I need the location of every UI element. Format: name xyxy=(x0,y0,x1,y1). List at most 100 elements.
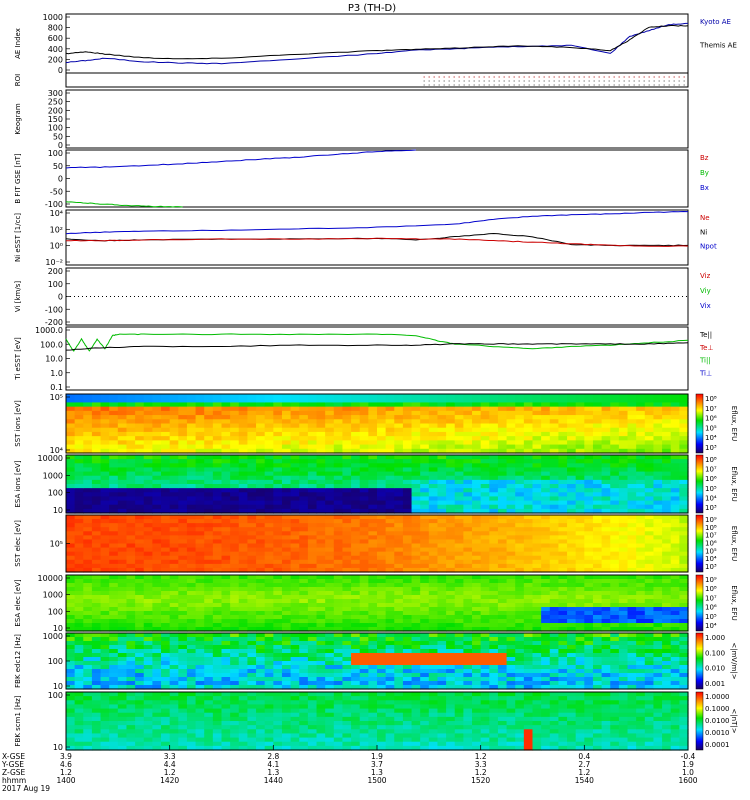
spec-cell xyxy=(515,508,525,514)
spec-cell xyxy=(532,579,542,584)
spec-cell xyxy=(428,475,439,481)
spec-cell xyxy=(212,504,223,510)
spec-cell xyxy=(506,649,516,654)
spec-cell xyxy=(428,547,439,553)
spec-cell xyxy=(316,591,326,596)
spec-cell xyxy=(169,649,179,654)
spec-cell xyxy=(238,575,249,580)
spec-cell xyxy=(281,559,292,565)
spec-cell xyxy=(195,444,205,450)
spec-cell xyxy=(567,543,577,549)
spec-cell xyxy=(290,504,300,510)
spec-cell xyxy=(273,394,283,399)
spec-cell xyxy=(472,595,482,600)
spec-cell xyxy=(66,677,76,682)
spec-cell xyxy=(575,471,585,477)
spec-cell xyxy=(100,673,110,678)
spec-cell xyxy=(143,633,153,638)
spec-cell xyxy=(541,535,551,541)
spec-cell xyxy=(549,475,560,481)
spec-cell xyxy=(454,440,464,446)
spec-cell xyxy=(515,455,525,460)
spec-cell xyxy=(558,555,568,561)
spec-cell xyxy=(463,583,473,588)
spec-cell xyxy=(610,515,620,520)
spec-cell xyxy=(256,551,266,557)
spec-cell xyxy=(186,649,197,654)
spec-cell xyxy=(394,448,404,454)
spec-cell xyxy=(670,463,680,469)
spec-cell xyxy=(290,615,300,620)
spec-cell xyxy=(221,665,231,670)
spec-cell xyxy=(463,649,473,654)
spec-cell xyxy=(186,398,197,404)
spec-cell xyxy=(515,555,525,561)
spec-cell xyxy=(230,467,240,473)
spec-cell xyxy=(333,563,344,569)
spec-cell xyxy=(679,527,689,532)
spec-cell xyxy=(333,471,344,477)
spec-cell xyxy=(472,455,482,460)
spec-cell xyxy=(221,440,231,446)
spec-cell xyxy=(463,406,473,412)
spec-cell xyxy=(385,539,395,545)
spec-cell xyxy=(472,515,482,520)
spec-cell xyxy=(117,410,128,416)
spec-cell xyxy=(273,547,283,553)
spec-cell xyxy=(230,455,240,460)
spec-cell xyxy=(359,500,369,506)
spec-cell xyxy=(83,492,93,498)
spec-cell xyxy=(230,427,240,433)
spec-cell xyxy=(558,459,568,464)
spec-cell xyxy=(100,500,110,506)
spec-cell xyxy=(359,440,369,446)
spec-cell xyxy=(523,484,534,489)
spec-cell xyxy=(627,398,637,404)
spec-cell xyxy=(575,394,585,399)
spec-cell xyxy=(446,637,456,642)
spec-cell xyxy=(66,402,76,408)
spec-cell xyxy=(385,406,395,412)
spec-cell xyxy=(212,551,223,557)
spec-cell xyxy=(195,563,205,569)
y-tick-label: 0 xyxy=(58,66,63,75)
spec-cell xyxy=(100,637,110,642)
spec-cell xyxy=(653,492,663,498)
spec-cell xyxy=(601,599,611,604)
spec-cell xyxy=(636,448,646,454)
spec-cell xyxy=(351,508,361,514)
spec-cell xyxy=(653,555,663,561)
spec-cell xyxy=(143,591,153,596)
spec-cell xyxy=(152,567,162,573)
spec-cell xyxy=(221,603,231,608)
spec-cell xyxy=(290,611,300,616)
spec-cell xyxy=(601,479,611,485)
spec-cell xyxy=(204,448,214,454)
spec-cell xyxy=(601,535,611,541)
spec-cell xyxy=(653,479,663,485)
spec-cell xyxy=(273,563,283,569)
spec-cell xyxy=(489,681,499,686)
spec-cell xyxy=(662,479,672,485)
y-tick-label: 50 xyxy=(53,162,63,171)
spec-cell xyxy=(109,448,119,454)
spec-cell xyxy=(653,575,663,580)
spec-cell xyxy=(273,436,283,441)
legend-entry: Ni xyxy=(700,228,707,236)
spec-cell xyxy=(463,471,473,477)
spec-cell xyxy=(66,496,76,502)
spec-cell xyxy=(523,463,534,469)
spec-cell xyxy=(446,641,456,646)
spec-cell xyxy=(644,436,655,441)
spec-cell xyxy=(575,479,585,485)
spec-cell xyxy=(66,531,76,536)
spec-cell xyxy=(480,649,490,654)
legend-entry: Ti⊥ xyxy=(699,369,712,377)
spec-cell xyxy=(264,657,274,662)
spec-cell xyxy=(316,504,326,510)
spec-cell xyxy=(446,677,456,682)
spec-cell xyxy=(411,500,421,506)
spec-cell xyxy=(91,649,102,654)
spec-cell xyxy=(247,619,257,624)
spec-cell xyxy=(109,641,119,646)
